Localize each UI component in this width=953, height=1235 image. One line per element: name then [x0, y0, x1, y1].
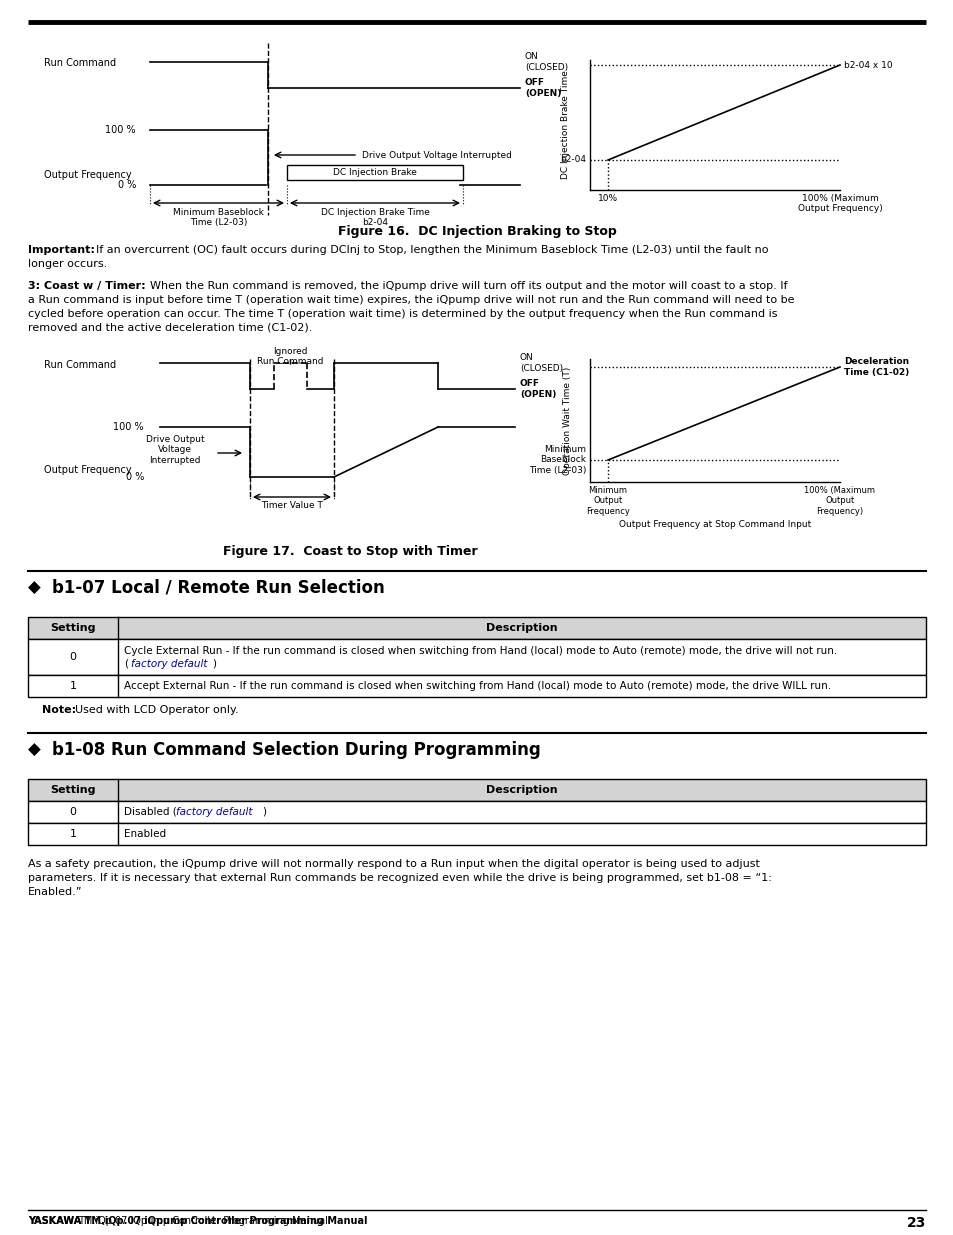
- Text: ): ): [262, 806, 266, 818]
- Text: b2-04: b2-04: [559, 156, 585, 164]
- Text: Enabled: Enabled: [124, 829, 166, 839]
- Text: Minimum
Output
Frequency: Minimum Output Frequency: [585, 487, 629, 516]
- Text: 0 %: 0 %: [126, 472, 144, 482]
- Text: Run Command: Run Command: [44, 58, 116, 68]
- Text: Run Command: Run Command: [44, 359, 116, 370]
- Text: b1-07 Local / Remote Run Selection: b1-07 Local / Remote Run Selection: [52, 579, 384, 597]
- Text: Enabled.”: Enabled.”: [28, 887, 82, 897]
- Text: ): ): [212, 659, 215, 669]
- Text: Cycle External Run - If the run command is closed when switching from Hand (loca: Cycle External Run - If the run command …: [124, 646, 837, 656]
- Text: Description: Description: [486, 622, 558, 634]
- Text: Important:: Important:: [28, 245, 94, 254]
- Text: Description: Description: [486, 785, 558, 795]
- Text: 10%: 10%: [598, 194, 618, 203]
- Text: Output Frequency: Output Frequency: [44, 466, 132, 475]
- Text: b1-08 Run Command Selection During Programming: b1-08 Run Command Selection During Progr…: [52, 741, 540, 760]
- Text: Ignored
Run Command: Ignored Run Command: [256, 347, 323, 367]
- Text: Setting: Setting: [51, 785, 95, 795]
- Text: longer occurs.: longer occurs.: [28, 259, 107, 269]
- Text: removed and the active deceleration time (C1-02).: removed and the active deceleration time…: [28, 324, 312, 333]
- Text: When the Run command is removed, the iQpump drive will turn off its output and t: When the Run command is removed, the iQp…: [150, 282, 786, 291]
- Text: ◆: ◆: [28, 579, 41, 597]
- Text: ON
(CLOSED): ON (CLOSED): [519, 353, 562, 373]
- Text: ON
(CLOSED): ON (CLOSED): [524, 52, 568, 72]
- Text: DC Injection Brake Time: DC Injection Brake Time: [561, 70, 570, 179]
- Text: OFF
(OPEN): OFF (OPEN): [524, 78, 560, 98]
- Text: 100 %: 100 %: [105, 125, 136, 135]
- Text: Output Frequency: Output Frequency: [44, 170, 132, 180]
- Text: Operation Wait Time (T): Operation Wait Time (T): [563, 367, 572, 474]
- Text: b2-04 x 10: b2-04 x 10: [843, 61, 892, 69]
- Text: 100% (Maximum
Output Frequency): 100% (Maximum Output Frequency): [797, 194, 882, 214]
- Text: Timer Value T: Timer Value T: [261, 501, 323, 510]
- Text: Drive Output Voltage Interrupted: Drive Output Voltage Interrupted: [361, 151, 512, 159]
- Text: factory default: factory default: [131, 659, 208, 669]
- Text: (: (: [124, 659, 128, 669]
- Text: 0: 0: [70, 652, 76, 662]
- Text: Drive Output
Voltage
Interrupted: Drive Output Voltage Interrupted: [146, 435, 204, 464]
- Bar: [28, 638, 925, 676]
- Text: parameters. If it is necessary that external Run commands be recognized even whi: parameters. If it is necessary that exte…: [28, 873, 771, 883]
- Text: DC Injection Brake: DC Injection Brake: [333, 168, 416, 177]
- Text: 3: Coast w / Timer:: 3: Coast w / Timer:: [28, 282, 146, 291]
- Text: Output Frequency at Stop Command Input: Output Frequency at Stop Command Input: [618, 520, 810, 529]
- Text: Accept External Run - If the run command is closed when switching from Hand (loc: Accept External Run - If the run command…: [124, 680, 830, 692]
- Text: Figure 16.  DC Injection Braking to Stop: Figure 16. DC Injection Braking to Stop: [337, 225, 616, 238]
- Text: Disabled (: Disabled (: [124, 806, 176, 818]
- Text: Note:: Note:: [42, 705, 76, 715]
- Text: As a safety precaution, the iQpump drive will not normally respond to a Run inpu: As a safety precaution, the iQpump drive…: [28, 860, 760, 869]
- Text: Setting: Setting: [51, 622, 95, 634]
- Text: 0 %: 0 %: [117, 180, 136, 190]
- Bar: [28, 779, 925, 802]
- Text: cycled before operation can occur. The time T (operation wait time) is determine: cycled before operation can occur. The t…: [28, 309, 777, 319]
- Text: 100% (Maximum
Output
Frequency): 100% (Maximum Output Frequency): [803, 487, 875, 516]
- Text: YASKAWA: YASKAWA: [28, 1216, 81, 1226]
- Text: DC Injection Brake Time
b2-04: DC Injection Brake Time b2-04: [320, 207, 429, 227]
- Text: 1: 1: [70, 829, 76, 839]
- Bar: [28, 676, 925, 697]
- Text: 23: 23: [905, 1216, 925, 1230]
- Text: factory default: factory default: [175, 806, 253, 818]
- Text: Figure 17.  Coast to Stop with Timer: Figure 17. Coast to Stop with Timer: [222, 545, 476, 558]
- Text: YASKAWA TM.iQp.07 iQpump Controller Programming Manual: YASKAWA TM.iQp.07 iQpump Controller Prog…: [28, 1216, 367, 1226]
- Text: Used with LCD Operator only.: Used with LCD Operator only.: [75, 705, 238, 715]
- Text: ◆: ◆: [28, 741, 41, 760]
- Text: Minimum
Baseblock
Time (L2-03): Minimum Baseblock Time (L2-03): [528, 445, 585, 475]
- Text: OFF
(OPEN): OFF (OPEN): [519, 379, 556, 399]
- Bar: [287, 165, 462, 180]
- Text: 100 %: 100 %: [113, 422, 144, 432]
- Text: TM.iQp.07 iQpump Controller Programming Manual: TM.iQp.07 iQpump Controller Programming …: [78, 1216, 328, 1226]
- Text: Deceleration
Time (C1-02): Deceleration Time (C1-02): [843, 357, 908, 377]
- Text: a Run command is input before time T (operation wait time) expires, the iQpump d: a Run command is input before time T (op…: [28, 295, 794, 305]
- Bar: [28, 802, 925, 823]
- Text: 1: 1: [70, 680, 76, 692]
- Bar: [28, 823, 925, 845]
- Text: Minimum Baseblock
Time (L2-03): Minimum Baseblock Time (L2-03): [172, 207, 264, 227]
- Text: 0: 0: [70, 806, 76, 818]
- Bar: [28, 618, 925, 638]
- Text: If an overcurrent (OC) fault occurs during DCInj to Stop, lengthen the Minimum B: If an overcurrent (OC) fault occurs duri…: [96, 245, 768, 254]
